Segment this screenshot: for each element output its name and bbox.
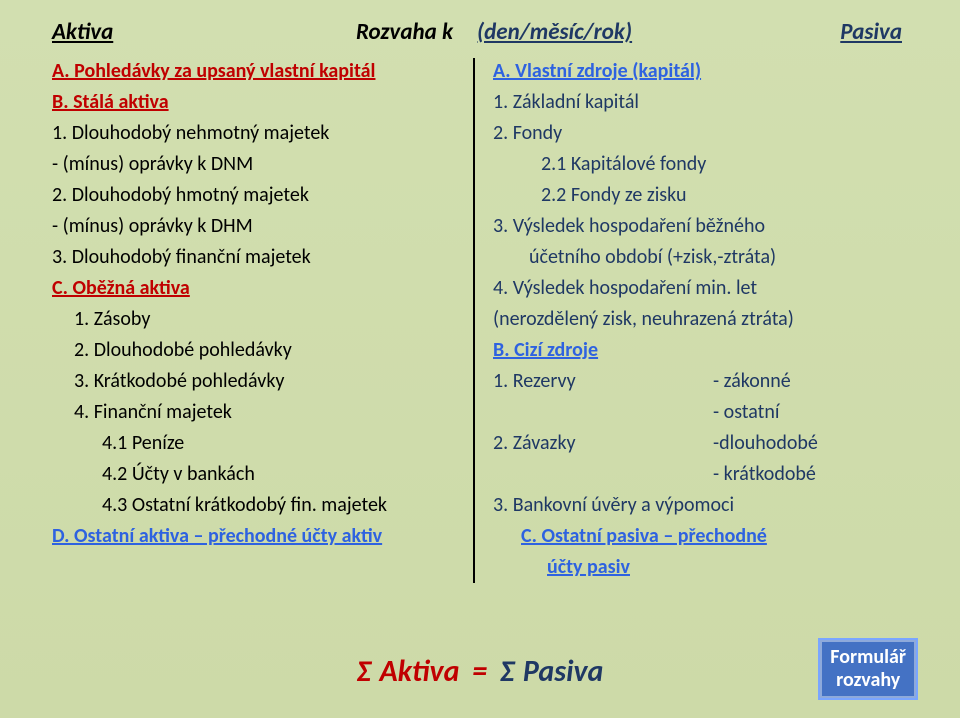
balance-sheet-header: Aktiva Rozvaha k (den/měsíc/rok) Pasiva xyxy=(52,18,908,46)
assets-b1-minus: - (mínus) oprávky k DNM xyxy=(52,149,467,180)
eq-aktiva: Aktiva xyxy=(380,653,460,690)
assets-c2: 2. Dlouhodobé pohledávky xyxy=(52,335,467,366)
header-rozvaha: Rozvaha k xyxy=(252,18,467,46)
liab-b1-empty xyxy=(493,397,713,428)
liab-b2-label: 2. Závazky xyxy=(493,428,713,459)
liab-cb: účty pasiv xyxy=(493,552,908,583)
form-link-line2: rozvahy xyxy=(830,669,906,692)
assets-c43: 4.3 Ostatní krátkodobý fin. majetek xyxy=(52,490,467,521)
form-link-line1: Formulář xyxy=(830,646,906,669)
liab-a2: 2. Fondy xyxy=(493,118,908,149)
liab-b2-krat: - krátkodobé xyxy=(713,459,908,490)
liab-a: A. Vlastní zdroje (kapitál) xyxy=(493,56,908,87)
liab-b2-row2: - krátkodobé xyxy=(493,459,908,490)
form-link-box[interactable]: Formulář rozvahy xyxy=(818,638,918,700)
liab-a4: 4. Výsledek hospodaření min. let xyxy=(493,273,908,304)
liab-a21: 2.1 Kapitálové fondy xyxy=(493,149,908,180)
liab-b1-zakonne: - zákonné xyxy=(713,366,908,397)
assets-d: D. Ostatní aktiva – přechodné účty aktiv xyxy=(52,521,467,552)
eq-pasiva: Pasiva xyxy=(523,653,604,690)
balance-equation: Σ Aktiva = Σ Pasiva xyxy=(0,653,960,690)
liab-b: B. Cizí zdroje xyxy=(493,335,908,366)
header-pasiva: Pasiva xyxy=(733,18,908,46)
liab-a3b: účetního období (+zisk,-ztráta) xyxy=(493,242,908,273)
liab-a1: 1. Základní kapitál xyxy=(493,87,908,118)
eq-equals: = xyxy=(472,653,487,690)
liab-b1-row2: - ostatní xyxy=(493,397,908,428)
assets-b: B. Stálá aktiva xyxy=(52,87,467,118)
assets-c42: 4.2 Účty v bankách xyxy=(52,459,467,490)
assets-b2: 2. Dlouhodobý hmotný majetek xyxy=(52,180,467,211)
liab-a22: 2.2 Fondy ze zisku xyxy=(493,180,908,211)
assets-c41: 4.1 Peníze xyxy=(52,428,467,459)
liab-c: C. Ostatní pasiva – přechodné xyxy=(493,521,908,552)
liab-a4b: (nerozdělený zisk, neuhrazená ztráta) xyxy=(493,304,908,335)
header-aktiva: Aktiva xyxy=(52,18,252,46)
liab-b1-label: 1. Rezervy xyxy=(493,366,713,397)
liab-b2-row: 2. Závazky -dlouhodobé xyxy=(493,428,908,459)
balance-columns: A. Pohledávky za upsaný vlastní kapitál … xyxy=(52,56,908,583)
liab-b3: 3. Bankovní úvěry a výpomoci xyxy=(493,490,908,521)
assets-c: C. Oběžná aktiva xyxy=(52,273,467,304)
column-divider xyxy=(473,58,475,583)
liab-b1-ostatni: - ostatní xyxy=(713,397,908,428)
assets-c4: 4. Finanční majetek xyxy=(52,397,467,428)
assets-a: A. Pohledávky za upsaný vlastní kapitál xyxy=(52,56,467,87)
liabilities-column: A. Vlastní zdroje (kapitál) 1. Základní … xyxy=(481,56,908,583)
assets-c1: 1. Zásoby xyxy=(52,304,467,335)
liab-b2-empty xyxy=(493,459,713,490)
eq-sigma1: Σ xyxy=(357,653,371,690)
assets-c3: 3. Krátkodobé pohledávky xyxy=(52,366,467,397)
eq-sigma2: Σ xyxy=(500,653,514,690)
assets-column: A. Pohledávky za upsaný vlastní kapitál … xyxy=(52,56,467,583)
assets-b1: 1. Dlouhodobý nehmotný majetek xyxy=(52,118,467,149)
liab-a3a: 3. Výsledek hospodaření běžného xyxy=(493,211,908,242)
assets-b2-minus: - (mínus) oprávky k DHM xyxy=(52,211,467,242)
liab-b1-row: 1. Rezervy - zákonné xyxy=(493,366,908,397)
assets-b3: 3. Dlouhodobý finanční majetek xyxy=(52,242,467,273)
header-date: (den/měsíc/rok) xyxy=(467,18,733,46)
liab-b2-dlouh: -dlouhodobé xyxy=(713,428,908,459)
